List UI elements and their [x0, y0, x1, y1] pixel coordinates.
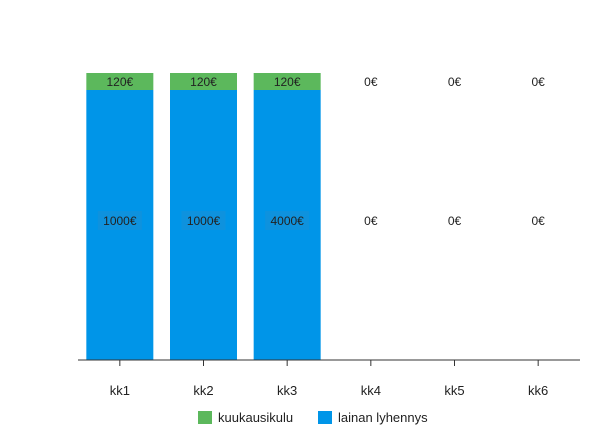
label-bg-lainan-lyhennys-kk1	[97, 211, 142, 230]
label-bg-lainan-lyhennys-kk2	[181, 211, 226, 230]
x-tick-label-kk6: kk6	[528, 383, 548, 398]
label-bg-lainan-lyhennys-kk3	[265, 211, 310, 230]
data-label-lainan-lyhennys-kk5: 0€	[448, 214, 462, 228]
data-label-kuukausikulu-kk4: 0€	[364, 75, 378, 89]
bar-kuukausikulu-kk1	[86, 73, 154, 90]
data-label-kuukausikulu-kk5: 0€	[448, 75, 462, 89]
data-label-lainan-lyhennys-kk4: 0€	[364, 214, 378, 228]
bar-kuukausikulu-kk2	[170, 73, 237, 90]
bar-kuukausikulu-kk3	[253, 73, 321, 90]
x-tick-label-kk2: kk2	[193, 383, 213, 398]
data-label-kuukausikulu-kk1: 120€	[106, 75, 133, 89]
data-label-lainan-lyhennys-kk3: 4000€	[270, 214, 304, 228]
legend-label-kuukausikulu: kuukausikulu	[218, 410, 293, 425]
data-label-kuukausikulu-kk6: 0€	[531, 75, 545, 89]
bars-group	[86, 73, 321, 360]
x-tick-label-kk3: kk3	[277, 383, 297, 398]
x-tick-label-kk1: kk1	[110, 383, 130, 398]
data-label-lainan-lyhennys-kk2: 1000€	[187, 214, 221, 228]
x-tick-label-kk4: kk4	[361, 383, 381, 398]
data-label-lainan-lyhennys-kk1: 1000€	[103, 214, 137, 228]
legend-label-lainan-lyhennys: lainan lyhennys	[338, 410, 428, 425]
legend-swatch-lainan-lyhennys	[318, 411, 332, 424]
data-label-kuukausikulu-kk3: 120€	[274, 75, 301, 89]
x-tick-label-kk5: kk5	[444, 383, 464, 398]
legend-swatch-kuukausikulu	[198, 411, 212, 424]
data-label-lainan-lyhennys-kk6: 0€	[531, 214, 545, 228]
data-label-kuukausikulu-kk2: 120€	[190, 75, 217, 89]
x-ticks-group: kk1 kk2 kk3 kk4 kk5 kk6	[110, 360, 548, 398]
data-labels-group: 1000€ 120€ 1000€ 120€ 4000€ 120€ 0€ 0€ 0€ 0€ 0€ 0€	[97, 75, 545, 230]
legend: kuukausikulu lainan lyhennys	[198, 410, 428, 425]
